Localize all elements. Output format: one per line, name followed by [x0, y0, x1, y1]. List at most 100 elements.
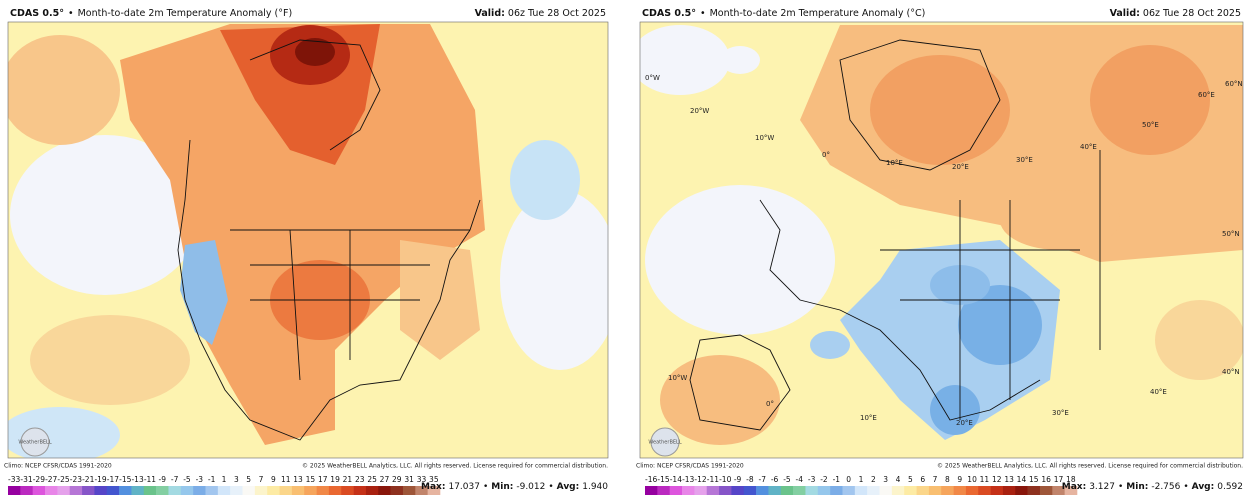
colorbar-tick-label: 11 [281, 475, 291, 484]
stat-value: 3.127 [1089, 482, 1115, 492]
colorbar-swatch [390, 486, 404, 495]
stat-separator: • [483, 482, 488, 492]
graticule-label: 50°E [1142, 121, 1159, 129]
colorbar-swatch [316, 486, 330, 495]
valid-label: Valid: [475, 8, 505, 19]
colorbar-tick-label: -21 [82, 475, 94, 484]
colorbar-swatch [1002, 486, 1016, 495]
colorbar-swatch [953, 486, 967, 495]
colorbar-tick-label: -13 [131, 475, 143, 484]
colorbar-swatch [119, 486, 132, 495]
valid-value: 06z Tue 28 Oct 2025 [1143, 8, 1241, 19]
colorbar-swatch [143, 486, 157, 495]
colorbar-tick-label: -4 [796, 475, 804, 484]
model-name: CDAS 0.5° [642, 8, 696, 19]
stat-value: -2.756 [1151, 482, 1180, 492]
stat-label: Min: [1126, 482, 1148, 492]
colorbar-swatch [415, 486, 428, 495]
colorbar-tick-label: 0 [846, 475, 851, 484]
graticule-label: 0° [766, 400, 774, 408]
colorbar-swatch [328, 486, 342, 495]
colorbar-tick-label: 10 [967, 475, 977, 484]
copyright: © 2025 WeatherBELL Analytics, LLC. All r… [302, 463, 608, 470]
colorbar-swatch [1027, 486, 1041, 495]
map-north-america: WeatherBELL [8, 22, 608, 458]
graticule-label: 10°W [668, 374, 687, 382]
colorbar-tick-label: -15 [657, 475, 669, 484]
colorbar-swatch [1039, 486, 1053, 495]
colorbar-tick-label: -12 [694, 475, 706, 484]
colorbar-swatch [768, 486, 782, 495]
colorbar-tick-label: 4 [896, 475, 901, 484]
colorbar-swatch [916, 486, 930, 495]
colorbar-tick-label: -10 [719, 475, 731, 484]
colorbar-swatch [1064, 486, 1078, 495]
stat-label: Avg: [1192, 482, 1215, 492]
colorbar-tick-label: 12 [992, 475, 1002, 484]
colorbar-swatch [267, 486, 280, 495]
stat-value: -9.012 [516, 482, 545, 492]
colorbar-tick-label: 9 [957, 475, 962, 484]
model-name: CDAS 0.5° [10, 8, 64, 19]
header: CDAS 0.5° • Month-to-date 2m Temperature A… [10, 8, 292, 19]
colorbar-swatch [156, 486, 169, 495]
colorbar-tick-label: 27 [380, 475, 390, 484]
graticule-label: 20°E [952, 163, 969, 171]
stat-value: 1.940 [582, 482, 608, 492]
graticule-label: 30°E [1052, 409, 1069, 417]
panel: CDAS 0.5° • Month-to-date 2m Temperature A… [636, 8, 1243, 495]
colorbar-tick-label: -13 [682, 475, 694, 484]
separator: • [700, 8, 706, 19]
colorbar-tick-label: -7 [759, 475, 767, 484]
colorbar-swatch [291, 486, 305, 495]
colorbar-swatch [205, 486, 219, 495]
colorbar-tick-label: -33 [8, 475, 20, 484]
colorbar-swatch [756, 486, 769, 495]
colorbar-swatch [32, 486, 46, 495]
colorbar-swatch [82, 486, 95, 495]
graticule-label: 0°W [645, 74, 660, 82]
graticule-label: 40°E [1150, 388, 1167, 396]
colorbar-tick-label: -19 [94, 475, 106, 484]
colorbar-swatch [106, 486, 120, 495]
colorbar-tick-label: 9 [271, 475, 276, 484]
colorbar-tick-label: 6 [920, 475, 925, 484]
colorbar-swatch [706, 486, 720, 495]
colorbar-tick-label: -17 [107, 475, 119, 484]
colorbar-swatch [780, 486, 794, 495]
colorbar-swatch [402, 486, 416, 495]
watermark: WeatherBELL [648, 440, 681, 446]
colorbar-tick-label: -11 [707, 475, 719, 484]
stat-separator: • [1183, 482, 1188, 492]
colorbar-tick-label: -2 [820, 475, 828, 484]
stat-separator: • [548, 482, 553, 492]
colorbar-swatch [928, 486, 942, 495]
colorbar-tick-label: -9 [734, 475, 742, 484]
colorbar-swatch [965, 486, 979, 495]
copyright: © 2025 WeatherBELL Analytics, LLC. All r… [937, 463, 1243, 470]
colorbar-swatch [694, 486, 708, 495]
colorbar-tick-label: -25 [57, 475, 69, 484]
colorbar-tick-label: -16 [645, 475, 657, 484]
graticule-label: 60°N [1225, 80, 1243, 88]
colorbar-swatch [378, 486, 391, 495]
colorbar-tick-label: 3 [234, 475, 239, 484]
graticule-label: 30°E [1016, 156, 1033, 164]
map-title: Month-to-date 2m Temperature Anomaly (°C… [710, 8, 926, 19]
colorbar-swatch [891, 486, 905, 495]
colorbar-tick-label: 14 [1017, 475, 1027, 484]
colorbar-tick-label: -29 [33, 475, 45, 484]
colorbar-tick-label: -7 [171, 475, 179, 484]
colorbar-swatch [20, 486, 33, 495]
graticule-label: 10°E [886, 159, 903, 167]
graticule-label: 10°W [755, 134, 774, 142]
colorbar-swatch [254, 486, 268, 495]
colorbar-swatch [180, 486, 194, 495]
colorbar-tick-label: 7 [933, 475, 938, 484]
colorbar-tick-label: 8 [945, 475, 950, 484]
watermark: WeatherBELL [18, 440, 51, 446]
climo-note: Climo: NCEP CFSR/CDAS 1991-2020 [4, 463, 112, 470]
colorbar-swatch [854, 486, 868, 495]
stats: Max: 17.037 • Min: -9.012 • Avg: 1.940 [421, 482, 608, 492]
